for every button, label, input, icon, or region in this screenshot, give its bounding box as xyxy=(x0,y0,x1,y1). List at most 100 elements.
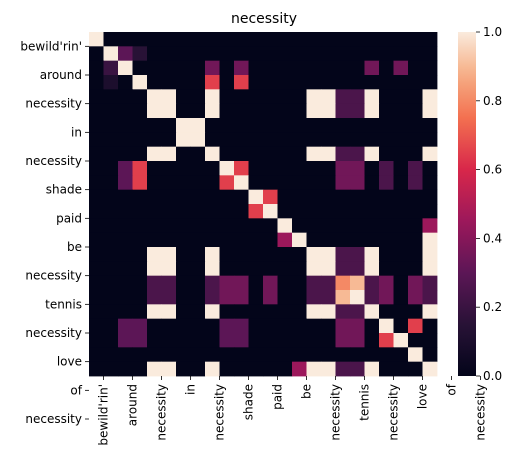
heatmap-cell xyxy=(176,175,191,191)
heatmap-cell xyxy=(335,118,351,133)
heatmap-cell xyxy=(350,204,365,219)
heatmap-cell xyxy=(422,146,438,162)
heatmap-cell xyxy=(219,161,235,176)
col-tick-label: necessity xyxy=(387,384,401,441)
heatmap-cell xyxy=(103,146,119,162)
heatmap-cell xyxy=(103,32,119,47)
heatmap-cell xyxy=(379,60,394,76)
heatmap-cell xyxy=(292,161,307,176)
heatmap-cell xyxy=(306,204,322,219)
heatmap-cell xyxy=(205,232,220,248)
heatmap-cell xyxy=(393,318,409,334)
heatmap-cell xyxy=(176,89,191,105)
heatmap-cell xyxy=(234,89,249,105)
heatmap-cell xyxy=(234,232,249,248)
heatmap-cell xyxy=(321,103,336,119)
heatmap-cell xyxy=(118,60,133,76)
heatmap-cell xyxy=(118,204,133,219)
heatmap-cell xyxy=(350,175,365,191)
heatmap-cell xyxy=(118,161,133,176)
heatmap-cell xyxy=(277,60,293,76)
heatmap-cell xyxy=(118,290,133,305)
heatmap-cell xyxy=(306,89,322,105)
heatmap-cell xyxy=(306,333,322,348)
heatmap-cell xyxy=(103,290,119,305)
heatmap-cell xyxy=(350,247,365,262)
heatmap-cell xyxy=(408,247,423,262)
heatmap-cell xyxy=(161,275,177,291)
heatmap-cell xyxy=(176,333,191,348)
heatmap-cell xyxy=(335,75,351,90)
heatmap-cell xyxy=(205,189,220,205)
heatmap-cell xyxy=(234,333,249,348)
heatmap-cell xyxy=(393,118,409,133)
heatmap-cell xyxy=(321,261,336,277)
heatmap-cell xyxy=(234,218,249,234)
heatmap-cell xyxy=(263,89,278,105)
heatmap-cell xyxy=(118,189,133,205)
col-tick-label: bewild'rin' xyxy=(97,384,111,446)
heatmap-cell xyxy=(263,60,278,76)
heatmap-cell xyxy=(132,347,148,363)
heatmap-cell xyxy=(422,247,438,262)
heatmap-cell xyxy=(103,218,119,234)
heatmap-cell xyxy=(132,304,148,320)
heatmap-cell xyxy=(408,218,423,234)
heatmap-cell xyxy=(89,347,104,363)
heatmap-cell xyxy=(321,247,336,262)
heatmap-cell xyxy=(393,161,409,176)
heatmap-cell xyxy=(408,232,423,248)
heatmap-cell xyxy=(190,333,206,348)
heatmap-cell xyxy=(147,232,162,248)
heatmap-cell xyxy=(132,32,148,47)
heatmap-cell xyxy=(393,333,409,348)
heatmap-cell xyxy=(176,347,191,363)
heatmap-cell xyxy=(393,247,409,262)
heatmap-cell xyxy=(263,175,278,191)
heatmap-cell xyxy=(364,333,380,348)
heatmap-cell xyxy=(118,232,133,248)
heatmap-cell xyxy=(393,290,409,305)
heatmap-cell xyxy=(205,32,220,47)
heatmap-cell xyxy=(350,361,365,377)
heatmap-cell xyxy=(190,60,206,76)
heatmap-cell xyxy=(422,333,438,348)
heatmap-cell xyxy=(234,175,249,191)
heatmap-cell xyxy=(350,32,365,47)
heatmap-cell xyxy=(234,261,249,277)
heatmap-cell xyxy=(393,60,409,76)
heatmap-cell xyxy=(132,75,148,90)
heatmap-cell xyxy=(205,304,220,320)
heatmap-cell xyxy=(89,89,104,105)
heatmap-cell xyxy=(219,60,235,76)
heatmap-cell xyxy=(364,232,380,248)
heatmap-cell xyxy=(219,347,235,363)
heatmap-cell xyxy=(292,333,307,348)
col-tick-label: around xyxy=(126,384,140,426)
heatmap-cell xyxy=(190,204,206,219)
heatmap-cell xyxy=(408,103,423,119)
heatmap-cell xyxy=(161,333,177,348)
heatmap-cell xyxy=(335,89,351,105)
heatmap-cell xyxy=(161,89,177,105)
col-tick-label: necessity xyxy=(155,384,169,441)
heatmap-cell xyxy=(103,361,119,377)
heatmap-cell xyxy=(234,32,249,47)
heatmap-cell xyxy=(190,175,206,191)
heatmap-cell xyxy=(103,175,119,191)
heatmap-cell xyxy=(306,118,322,133)
heatmap-cell xyxy=(205,132,220,148)
heatmap-cell xyxy=(176,146,191,162)
heatmap-cell xyxy=(147,161,162,176)
heatmap-cell xyxy=(321,132,336,148)
heatmap-cell xyxy=(132,189,148,205)
heatmap-cell xyxy=(350,189,365,205)
heatmap-cell xyxy=(379,347,394,363)
heatmap-cell xyxy=(263,161,278,176)
heatmap-cell xyxy=(277,204,293,219)
heatmap-cell xyxy=(205,261,220,277)
heatmap-cell xyxy=(335,175,351,191)
row-tick-label: shade xyxy=(46,183,82,197)
heatmap-cell xyxy=(176,189,191,205)
heatmap-cell xyxy=(422,232,438,248)
